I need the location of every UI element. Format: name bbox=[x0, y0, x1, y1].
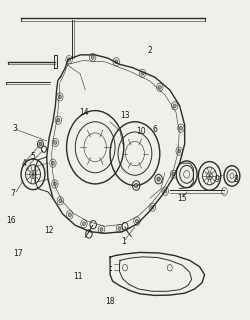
Circle shape bbox=[54, 182, 56, 186]
Text: 5: 5 bbox=[30, 152, 36, 161]
Circle shape bbox=[100, 228, 103, 231]
Circle shape bbox=[172, 172, 175, 176]
Circle shape bbox=[134, 183, 138, 188]
Circle shape bbox=[58, 95, 61, 99]
Circle shape bbox=[68, 213, 71, 217]
Circle shape bbox=[52, 161, 54, 165]
Circle shape bbox=[115, 60, 118, 64]
Circle shape bbox=[173, 104, 176, 108]
Text: 4: 4 bbox=[22, 159, 27, 168]
Circle shape bbox=[39, 142, 42, 146]
Circle shape bbox=[151, 205, 154, 209]
Circle shape bbox=[136, 219, 138, 223]
Text: 15: 15 bbox=[177, 194, 187, 203]
Text: 9: 9 bbox=[214, 175, 220, 184]
Circle shape bbox=[180, 126, 182, 130]
Text: 3: 3 bbox=[12, 124, 17, 132]
Text: 8: 8 bbox=[233, 175, 238, 184]
Text: 18: 18 bbox=[105, 297, 115, 306]
Text: 10: 10 bbox=[136, 127, 146, 136]
Circle shape bbox=[57, 118, 60, 122]
Text: 13: 13 bbox=[120, 111, 130, 120]
Circle shape bbox=[164, 189, 167, 193]
Text: 6: 6 bbox=[152, 125, 157, 134]
Text: 16: 16 bbox=[6, 216, 16, 225]
Text: 12: 12 bbox=[44, 226, 54, 235]
Circle shape bbox=[68, 58, 70, 61]
Text: 11: 11 bbox=[73, 272, 83, 281]
Text: 1: 1 bbox=[122, 237, 126, 246]
Circle shape bbox=[178, 149, 181, 153]
Text: 7: 7 bbox=[11, 189, 16, 198]
Text: 2: 2 bbox=[148, 45, 152, 55]
Text: 17: 17 bbox=[13, 250, 23, 259]
Circle shape bbox=[54, 140, 57, 144]
Circle shape bbox=[118, 227, 121, 230]
Circle shape bbox=[158, 85, 161, 89]
Text: 14: 14 bbox=[79, 108, 89, 117]
Circle shape bbox=[82, 222, 86, 226]
Circle shape bbox=[91, 55, 94, 59]
Circle shape bbox=[59, 199, 62, 203]
Circle shape bbox=[157, 177, 160, 181]
Circle shape bbox=[141, 71, 144, 75]
